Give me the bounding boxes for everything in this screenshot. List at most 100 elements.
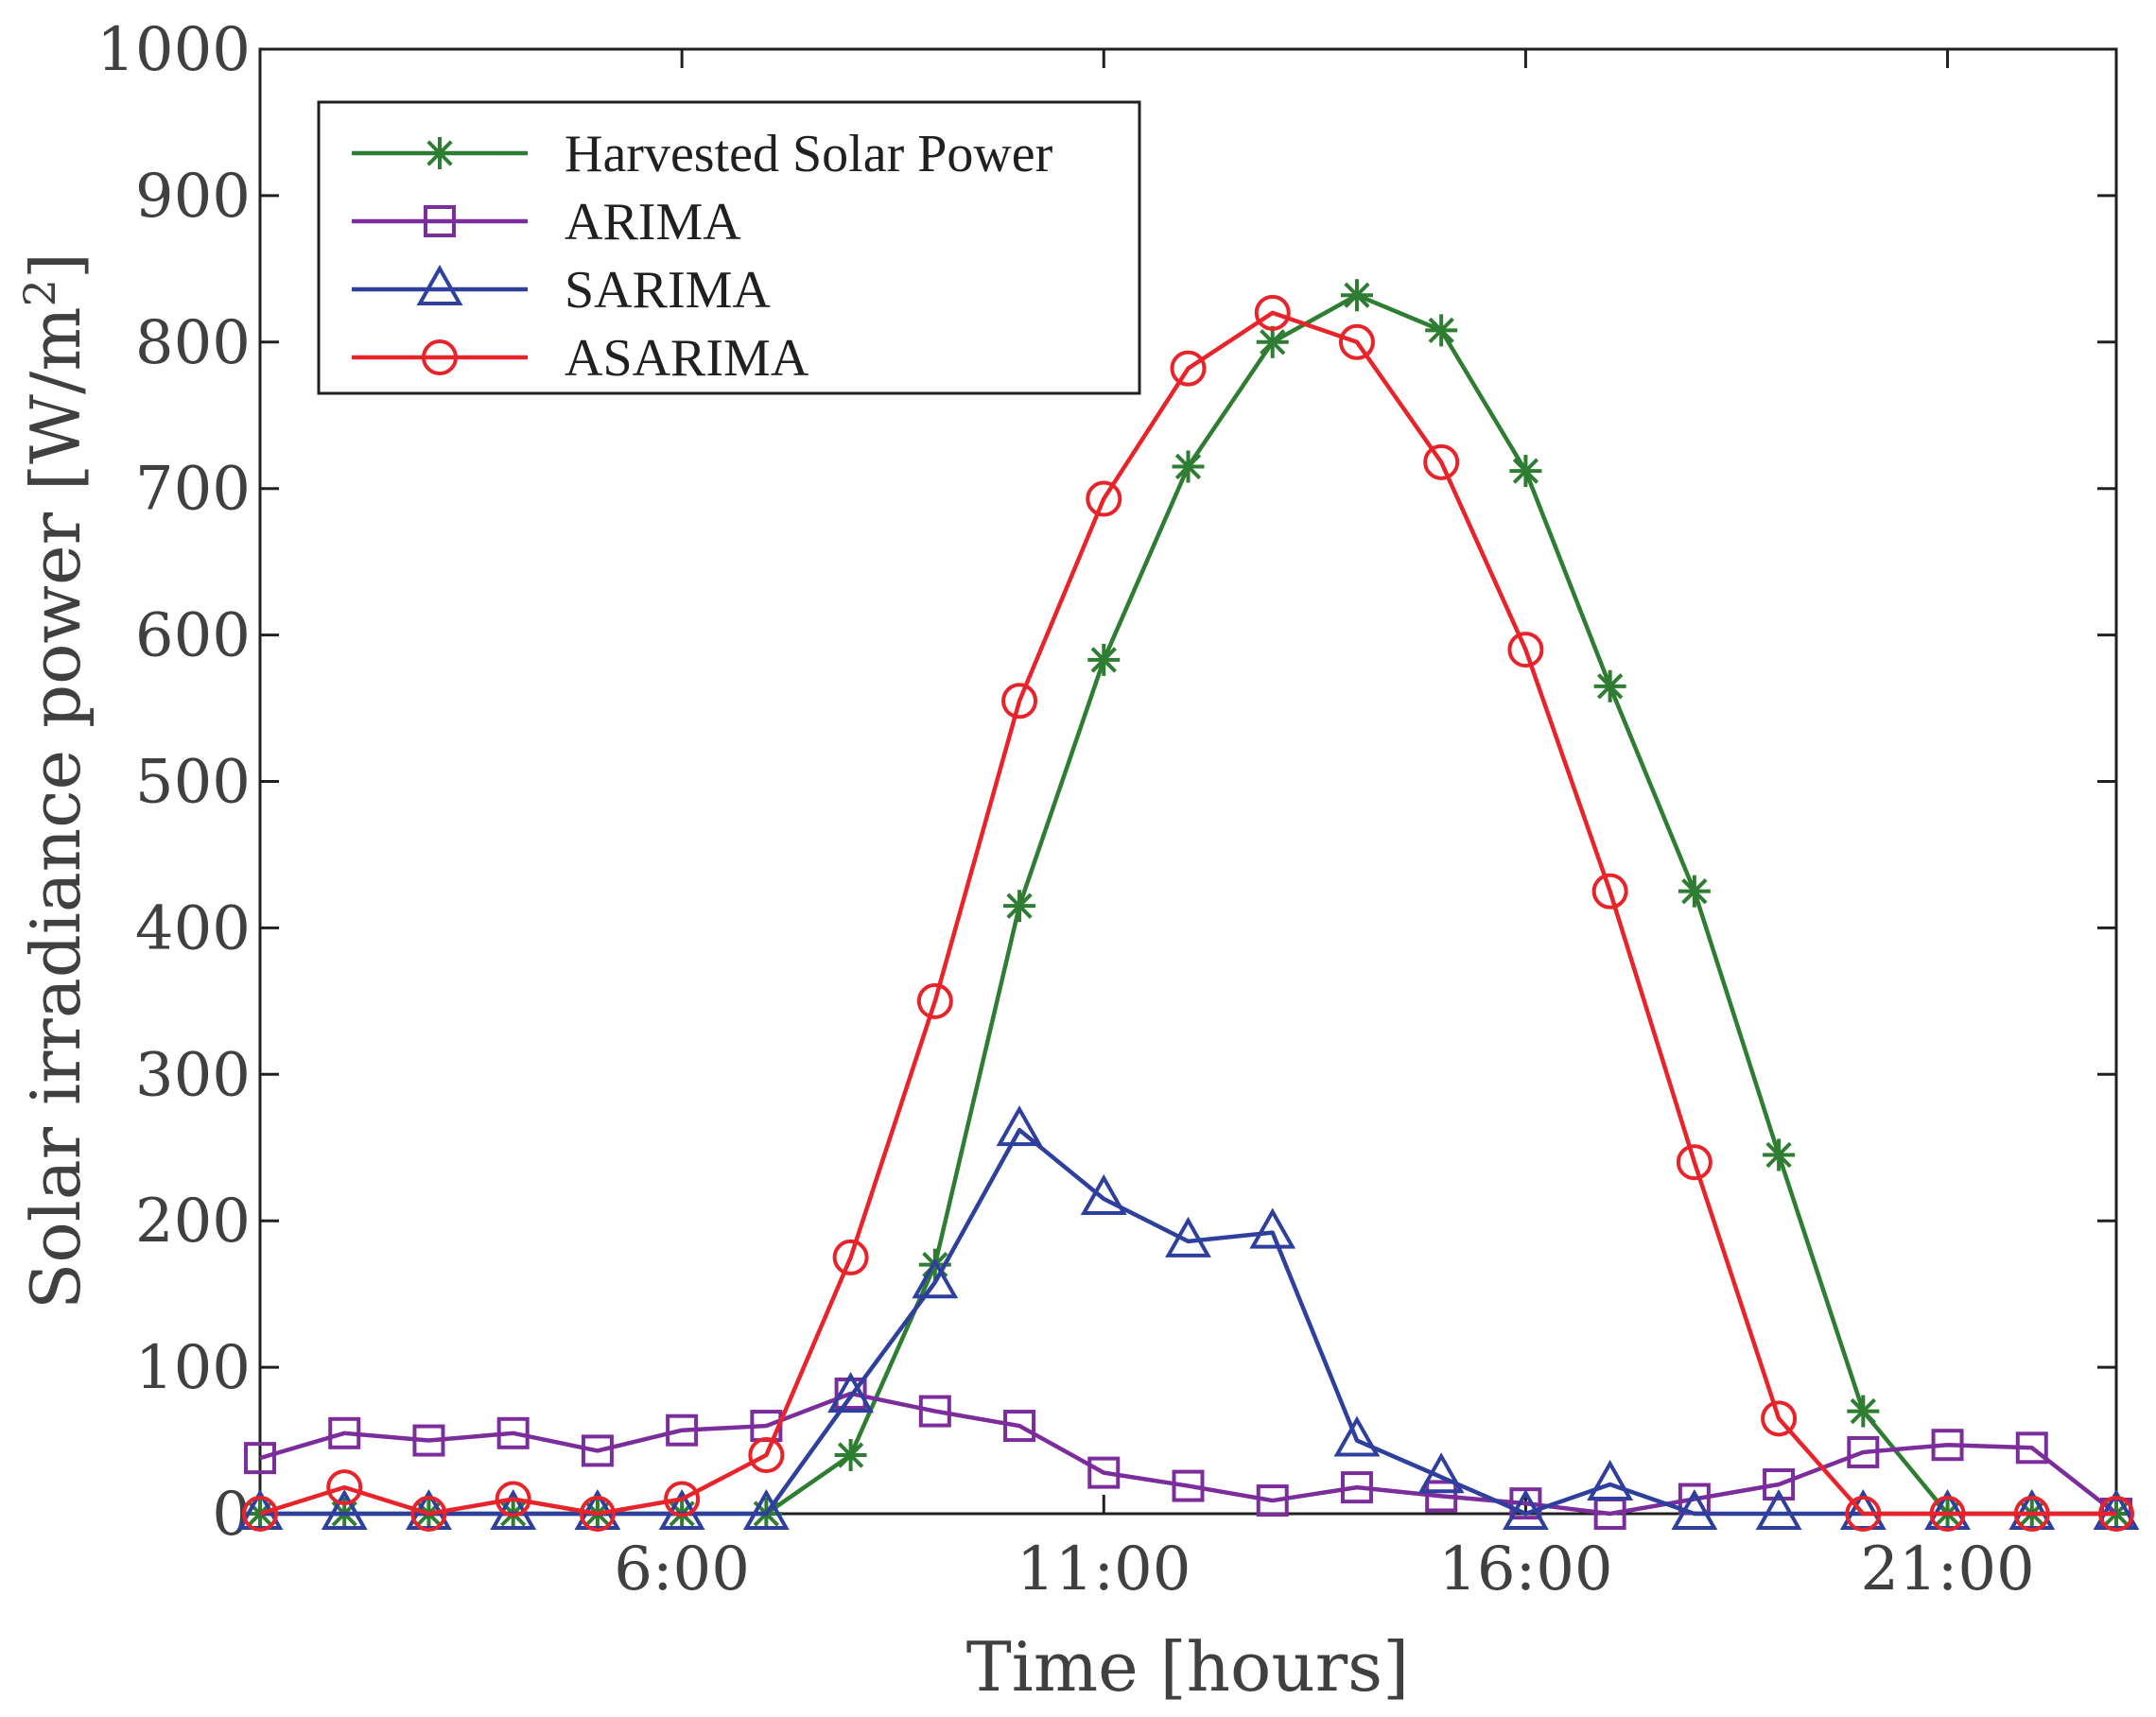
data-point [742,1488,790,1530]
series-line [260,1127,2116,1517]
legend-marker [424,205,456,237]
data-point [581,1434,614,1467]
legend-label: Harvested Solar Power [565,125,1053,183]
y-tick-label: 1000 [96,15,251,85]
data-point [1333,1415,1381,1457]
data-point [1931,1429,1964,1462]
data-point [834,1439,867,1472]
data-point [1929,1496,1966,1532]
series-layer [236,279,2140,1532]
data-point [326,1469,363,1506]
data-point [1593,669,1626,702]
legend-marker [416,264,463,305]
y-axis-title-main: Solar irradiance power [W/m [16,306,96,1309]
data-point [1172,450,1205,483]
y-tick-label: 600 [135,601,251,671]
y-tick-label: 300 [135,1040,251,1110]
x-axis-title: Time [hours] [966,1627,1409,1707]
legend-items: Harvested Solar Power ARIMA SARIMA ASARIMA [352,125,1053,388]
data-point [1087,643,1121,676]
data-point [1587,1459,1634,1501]
data-point [410,1496,447,1532]
data-point [1417,1452,1465,1494]
data-point [2013,1496,2050,1532]
legend-marker [422,339,458,375]
data-point [2098,1496,2134,1532]
data-point [244,1442,276,1475]
legend-item: Harvested Solar Power [352,125,1053,183]
x-tick-label: 6:00 [614,1535,750,1604]
y-tick-label: 500 [135,748,251,818]
data-point [748,1437,785,1474]
legend-marker [424,137,456,169]
data-point [1256,1484,1289,1518]
data-point [666,1413,699,1447]
y-tick-label: 200 [135,1187,251,1257]
legend-item: ARIMA [352,193,741,251]
series-line [259,1391,2118,1517]
data-point [1761,1400,1798,1437]
y-tick-label: 400 [135,893,251,963]
data-point [495,1481,531,1518]
data-point [328,1416,361,1449]
data-point [827,1372,875,1413]
data-point [412,1424,445,1457]
y-tick-label: 800 [135,308,251,378]
data-point [912,1257,959,1299]
data-point [1080,1173,1127,1215]
data-point [1170,350,1207,387]
y-tick-label: 100 [135,1333,251,1403]
y-tick-label: 900 [135,162,251,232]
data-point [1763,1138,1796,1171]
data-point [1425,1480,1458,1513]
data-point [1509,455,1542,488]
y-tick-label: 700 [135,455,251,525]
data-point [1591,873,1628,910]
data-point [1003,890,1036,923]
data-point [996,1105,1043,1147]
data-point [1340,279,1373,312]
data-point [1676,1144,1713,1181]
data-point [1671,1488,1718,1530]
data-point [1001,683,1038,720]
data-point [1338,323,1375,360]
data-point [918,1395,951,1428]
data-point [1847,1395,1880,1428]
legend: Harvested Solar Power ARIMA SARIMA ASARIMA [317,100,1141,395]
data-point [1507,632,1544,668]
data-point [242,1496,278,1532]
legend-item: SARIMA [352,261,771,320]
data-point [1423,443,1460,480]
data-point [1425,314,1458,347]
data-point [579,1496,616,1532]
data-point [1502,1488,1549,1530]
legend-box [317,100,1141,395]
data-point [1249,1207,1296,1249]
x-tick-label: 16:00 [1438,1535,1612,1604]
data-point [1845,1496,1882,1532]
data-point [321,1488,368,1530]
data-point [1340,1471,1373,1504]
data-point [1165,1216,1211,1257]
y-axis-title-superscript: 2 [14,279,65,306]
x-tick-label: 11:00 [1017,1535,1191,1604]
y-axis-title: Solar irradiance power [W/m2] [14,252,96,1309]
data-point [1003,1410,1036,1443]
series-arima [244,1377,2132,1530]
data-point [1763,1468,1796,1501]
data-point [2015,1431,2048,1465]
legend-item: ASARIMA [352,329,809,388]
data-point [664,1481,701,1518]
series-asarima [242,294,2134,1532]
data-point [1755,1488,1802,1530]
data-point [916,982,953,1019]
data-point [496,1416,530,1449]
data-point [1254,294,1291,331]
data-point [1678,875,1711,908]
data-point [1087,1456,1121,1489]
legend-label: ASARIMA [565,329,809,388]
y-axis-title-close: ] [16,252,96,279]
data-point [1086,480,1122,517]
data-point [1172,1469,1205,1502]
